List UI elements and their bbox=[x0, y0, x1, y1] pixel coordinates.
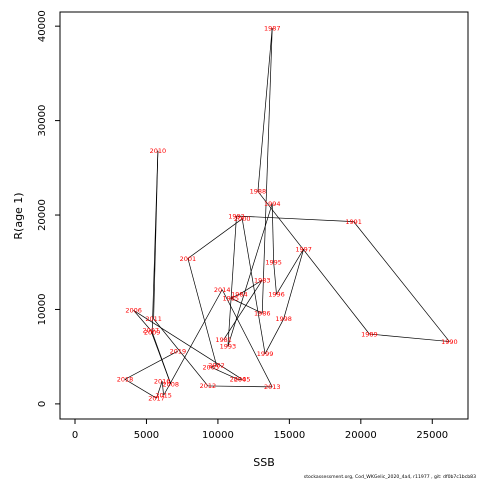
y-tick-label: 40000 bbox=[37, 10, 48, 42]
point-label-2017: 2017 bbox=[148, 395, 165, 403]
segment-2016-2017 bbox=[156, 381, 163, 399]
segment-1986-1987 bbox=[261, 28, 273, 314]
y-tick-label: 0 bbox=[37, 401, 48, 407]
point-label-1983: 1983 bbox=[254, 276, 271, 284]
segment-1996-1997 bbox=[276, 248, 304, 295]
segment-1989-1990 bbox=[369, 333, 450, 342]
point-label-1987: 1987 bbox=[264, 24, 281, 32]
segment-2015-2016 bbox=[161, 381, 164, 396]
y-axis: 0 10000 20000 30000 40000 bbox=[37, 10, 60, 407]
segment-1984-1985 bbox=[230, 294, 240, 299]
point-label-1995: 1995 bbox=[265, 259, 282, 267]
segment-1999-2000 bbox=[241, 218, 266, 354]
point-label-2007: 2007 bbox=[142, 327, 159, 335]
point-label-1984: 1984 bbox=[231, 291, 248, 299]
point-label-2016: 2016 bbox=[154, 378, 171, 386]
point-label-2012: 2012 bbox=[200, 382, 217, 390]
y-tick-label: 10000 bbox=[37, 294, 48, 326]
point-label-2009: 2009 bbox=[144, 328, 161, 336]
point-label-2004: 2004 bbox=[230, 376, 247, 384]
segment-2014-2015 bbox=[163, 289, 223, 396]
point-label-2005: 2005 bbox=[234, 376, 251, 384]
point-label-2000: 2000 bbox=[234, 215, 251, 223]
point-label-2006: 2006 bbox=[125, 307, 142, 315]
segment-1998-1999 bbox=[264, 318, 284, 355]
point-label-1993: 1993 bbox=[220, 343, 237, 351]
segment-1991-1992 bbox=[236, 215, 354, 222]
segment-2006-2007 bbox=[133, 310, 152, 331]
point-label-2018: 2018 bbox=[117, 376, 134, 384]
x-axis-label: SSB bbox=[253, 456, 275, 469]
segment-2002-2003 bbox=[210, 364, 217, 368]
point-label-2019: 2019 bbox=[170, 347, 187, 355]
segment-1994-1995 bbox=[271, 203, 274, 263]
x-tick-label: 5000 bbox=[134, 430, 159, 441]
x-tick-label: 0 bbox=[72, 430, 78, 441]
segment-2010-2011 bbox=[153, 150, 159, 319]
point-label-1999: 1999 bbox=[257, 350, 274, 358]
y-axis-label: R(age 1) bbox=[12, 192, 25, 239]
y-tick-label: 30000 bbox=[37, 105, 48, 137]
point-label-2002: 2002 bbox=[208, 361, 225, 369]
point-label-1997: 1997 bbox=[295, 245, 312, 253]
segment-2008-2009 bbox=[151, 332, 172, 385]
segment-1993-1994 bbox=[227, 203, 273, 347]
segment-2003-2004 bbox=[210, 366, 239, 380]
point-label-1988: 1988 bbox=[250, 188, 267, 196]
segment-1983-1984 bbox=[239, 279, 263, 295]
x-tick-label: 15000 bbox=[273, 430, 305, 441]
point-label-1989: 1989 bbox=[361, 330, 378, 338]
x-axis: 0 5000 10000 15000 20000 25000 bbox=[72, 419, 448, 441]
point-label-2008: 2008 bbox=[162, 380, 179, 388]
segment-2001-2002 bbox=[187, 258, 217, 366]
trajectory-lines bbox=[124, 28, 450, 399]
point-label-1998: 1998 bbox=[275, 315, 292, 323]
x-tick-label: 10000 bbox=[202, 430, 234, 441]
segment-2012-2013 bbox=[207, 385, 273, 388]
segment-2005-2006 bbox=[133, 310, 243, 380]
footnote: stockassessment.org, Cod_WKGelic_2020_4a… bbox=[304, 474, 476, 480]
point-label-1981: 1981 bbox=[215, 336, 232, 344]
point-label-2001: 2001 bbox=[180, 255, 197, 263]
point-label-1991: 1991 bbox=[345, 218, 362, 226]
segment-1995-1996 bbox=[273, 262, 277, 295]
segment-1990-1991 bbox=[353, 221, 450, 342]
segment-1988-1989 bbox=[257, 191, 370, 335]
point-label-1985: 1985 bbox=[223, 294, 240, 302]
x-tick-label: 20000 bbox=[345, 430, 377, 441]
segment-1981-1983 bbox=[223, 279, 263, 340]
point-label-2011: 2011 bbox=[145, 315, 162, 323]
segment-2011-2012 bbox=[153, 318, 209, 387]
y-tick-label: 20000 bbox=[37, 199, 48, 231]
segment-1997-1998 bbox=[283, 248, 304, 319]
point-label-1994: 1994 bbox=[264, 200, 281, 208]
point-label-1996: 1996 bbox=[268, 291, 285, 299]
segment-2017-2018 bbox=[124, 379, 157, 399]
segment-2000-2001 bbox=[187, 218, 243, 259]
point-labels: 1987 1988 1989 1990 1991 1992 1993 1994 1995 1996… bbox=[117, 24, 458, 402]
point-label-2003: 2003 bbox=[202, 363, 219, 371]
point-label-1990: 1990 bbox=[441, 338, 458, 346]
point-label-2014: 2014 bbox=[214, 286, 231, 294]
segment-1992-1993 bbox=[227, 215, 237, 347]
segment-1987-1988 bbox=[257, 28, 273, 192]
segment-2013-2014 bbox=[221, 289, 273, 388]
x-tick-label: 25000 bbox=[416, 430, 448, 441]
point-label-2010: 2010 bbox=[150, 147, 167, 155]
point-label-1986: 1986 bbox=[254, 310, 271, 318]
point-label-1992: 1992 bbox=[228, 212, 245, 220]
point-label-2015: 2015 bbox=[155, 392, 172, 400]
point-label-2013: 2013 bbox=[264, 383, 281, 391]
segment-2018-2019 bbox=[124, 350, 179, 380]
segment-1985-1986 bbox=[230, 297, 263, 314]
